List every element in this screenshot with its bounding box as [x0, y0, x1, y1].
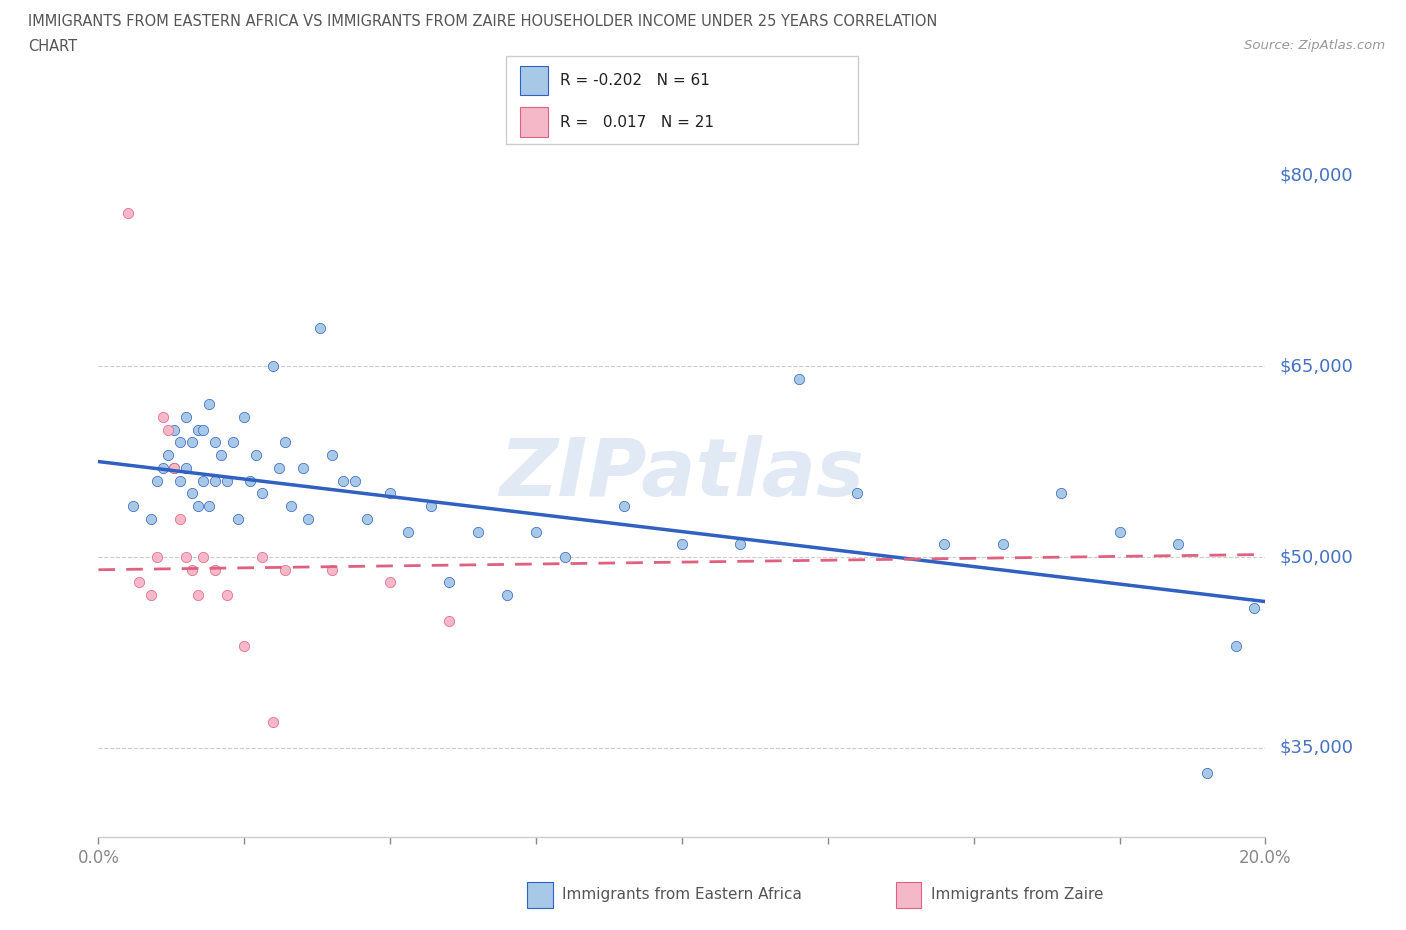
Text: $35,000: $35,000: [1279, 739, 1354, 757]
Point: [297, 512, 319, 526]
Point: [845, 486, 868, 501]
Point: [204, 563, 226, 578]
Point: [1225, 639, 1247, 654]
Point: [554, 550, 576, 565]
Point: [1167, 537, 1189, 551]
Point: [524, 525, 547, 539]
Point: [146, 473, 169, 488]
Point: [146, 550, 169, 565]
Point: [239, 473, 262, 488]
Point: [356, 512, 378, 526]
Point: [245, 447, 267, 462]
Text: Immigrants from Eastern Africa: Immigrants from Eastern Africa: [562, 887, 803, 902]
Point: [420, 498, 443, 513]
Point: [378, 486, 402, 501]
Point: [215, 588, 238, 603]
Point: [1108, 525, 1130, 539]
Point: [122, 498, 145, 513]
Text: R =   0.017   N = 21: R = 0.017 N = 21: [560, 114, 714, 129]
Text: Immigrants from Zaire: Immigrants from Zaire: [931, 887, 1104, 902]
Point: [1243, 601, 1265, 616]
Text: $80,000: $80,000: [1279, 166, 1353, 184]
Text: $65,000: $65,000: [1279, 357, 1353, 375]
Point: [221, 435, 243, 450]
Point: [1050, 486, 1073, 501]
Point: [250, 550, 273, 565]
Point: [198, 498, 221, 513]
Point: [233, 639, 256, 654]
Point: [378, 575, 402, 590]
Point: [169, 435, 191, 450]
Point: [193, 550, 215, 565]
Point: [169, 512, 191, 526]
Point: [274, 563, 297, 578]
Point: [321, 447, 343, 462]
Point: [152, 409, 174, 424]
Point: [180, 563, 202, 578]
Point: [180, 486, 202, 501]
Point: [467, 525, 489, 539]
Point: [187, 498, 209, 513]
Point: [787, 371, 810, 386]
Text: ZIPatlas: ZIPatlas: [499, 435, 865, 513]
Point: [728, 537, 751, 551]
Point: [152, 460, 174, 475]
Point: [344, 473, 367, 488]
Point: [309, 321, 332, 336]
Point: [209, 447, 232, 462]
Point: [495, 588, 517, 603]
Point: [157, 422, 180, 437]
Point: [1195, 766, 1218, 781]
Point: [169, 473, 191, 488]
Point: [269, 460, 291, 475]
Point: [198, 397, 221, 412]
Point: [193, 473, 215, 488]
Text: R = -0.202   N = 61: R = -0.202 N = 61: [560, 73, 710, 88]
Point: [396, 525, 419, 539]
Point: [187, 422, 209, 437]
Point: [321, 563, 343, 578]
Point: [117, 206, 139, 220]
Point: [139, 588, 162, 603]
Point: [174, 460, 197, 475]
Point: [437, 575, 460, 590]
Point: [163, 460, 186, 475]
Point: [215, 473, 238, 488]
Point: [280, 498, 302, 513]
Point: [262, 715, 284, 730]
Point: [233, 409, 256, 424]
Text: IMMIGRANTS FROM EASTERN AFRICA VS IMMIGRANTS FROM ZAIRE HOUSEHOLDER INCOME UNDER: IMMIGRANTS FROM EASTERN AFRICA VS IMMIGR…: [28, 14, 938, 29]
Point: [193, 422, 215, 437]
Point: [250, 486, 273, 501]
Text: $50,000: $50,000: [1279, 548, 1353, 566]
Point: [228, 512, 250, 526]
Point: [204, 435, 226, 450]
Point: [174, 550, 197, 565]
Point: [291, 460, 314, 475]
Point: [262, 359, 284, 374]
Point: [139, 512, 162, 526]
Point: [671, 537, 693, 551]
Text: Source: ZipAtlas.com: Source: ZipAtlas.com: [1244, 39, 1385, 52]
Point: [332, 473, 354, 488]
Point: [163, 422, 186, 437]
Point: [180, 435, 202, 450]
Point: [157, 447, 180, 462]
Point: [437, 613, 460, 628]
Point: [991, 537, 1014, 551]
Point: [274, 435, 297, 450]
Point: [163, 460, 186, 475]
Point: [934, 537, 956, 551]
Point: [187, 588, 209, 603]
Point: [174, 409, 197, 424]
Point: [204, 473, 226, 488]
Text: CHART: CHART: [28, 39, 77, 54]
Point: [128, 575, 150, 590]
Point: [612, 498, 634, 513]
